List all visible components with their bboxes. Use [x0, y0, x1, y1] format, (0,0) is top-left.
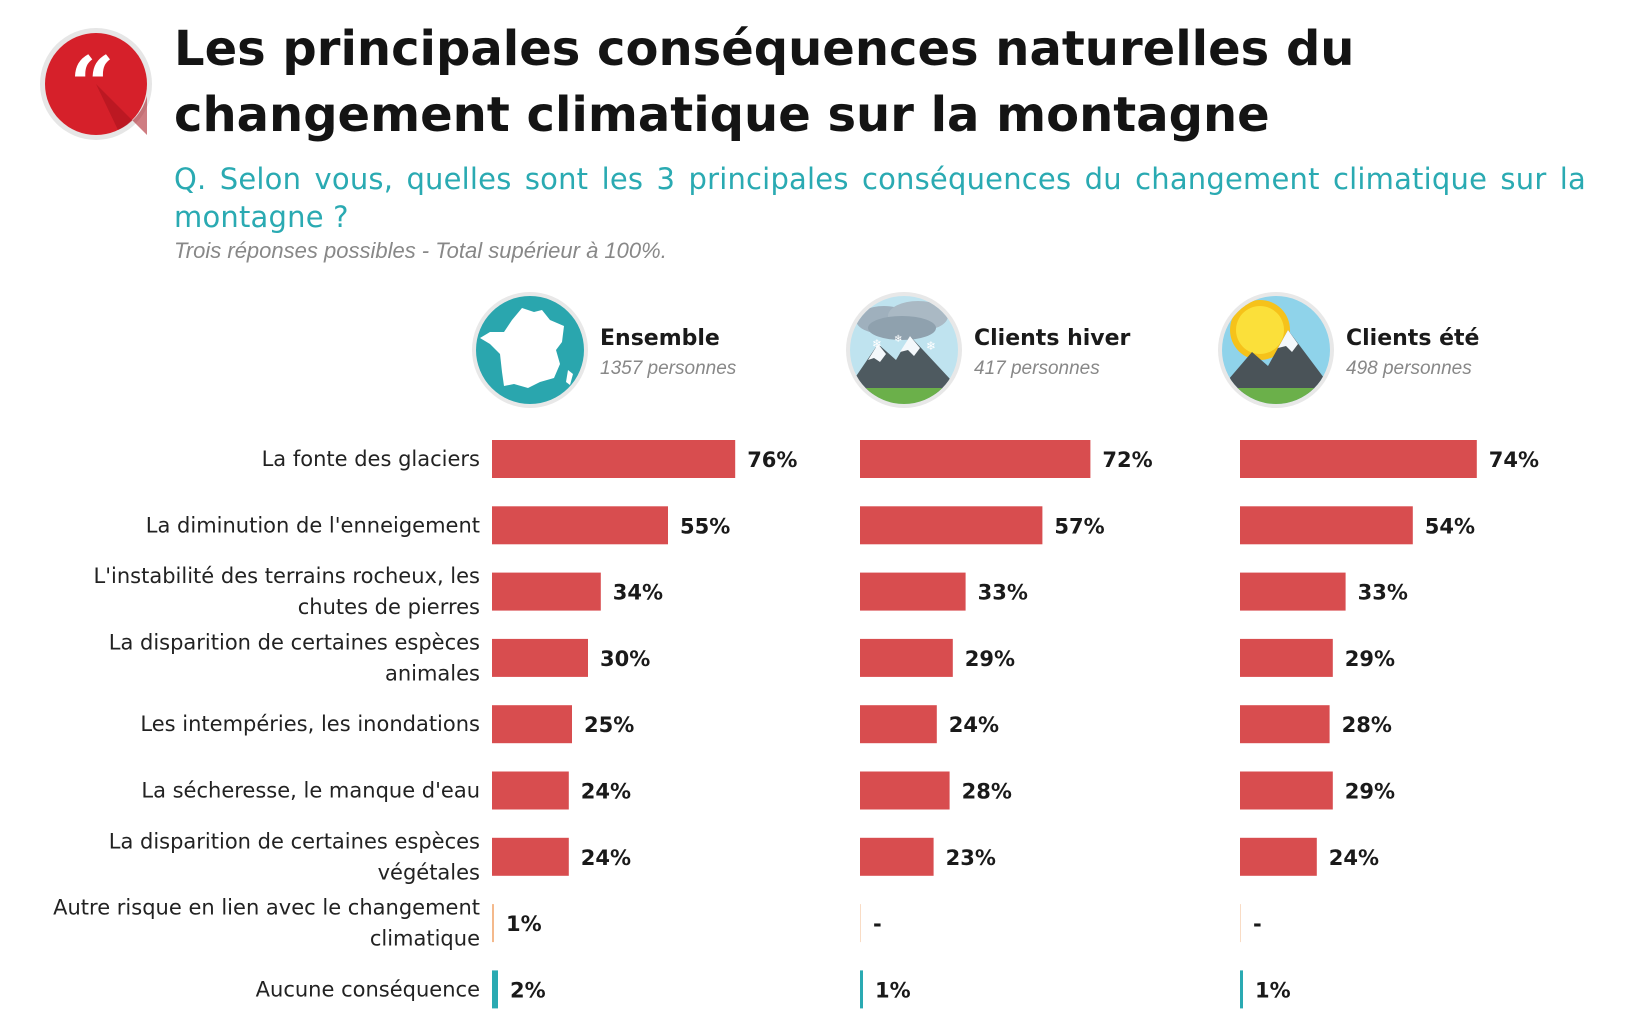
category-label: L'instabilité des terrains rocheux, les c…: [94, 564, 480, 619]
bar: [860, 705, 937, 744]
value-label: -: [1253, 912, 1262, 936]
svg-text:❄: ❄: [926, 339, 936, 353]
bar: [860, 837, 934, 876]
bar: [492, 904, 494, 943]
value-label: 25%: [584, 713, 634, 737]
value-label: 1%: [1255, 978, 1291, 1002]
bar: [1240, 970, 1243, 1009]
category-label: Autre risque en lien avec le changement c…: [53, 896, 480, 951]
bar: [1240, 837, 1317, 876]
quote-badge-icon: “: [40, 28, 152, 140]
bar: [860, 771, 950, 810]
bar: [860, 440, 1091, 478]
bar: [860, 970, 863, 1009]
value-label: 29%: [965, 647, 1015, 671]
value-label: 24%: [581, 780, 631, 804]
bar: [492, 638, 588, 677]
question-text: Q. Selon vous, quelles sont les 3 princi…: [174, 162, 1586, 234]
bar: [860, 572, 966, 611]
sunny-mountain-icon: [1218, 292, 1334, 408]
bar: [1240, 904, 1241, 943]
value-label: 74%: [1489, 448, 1539, 472]
group-header-clients-ete: Clients été 498 personnes: [1216, 290, 1576, 414]
svg-text:❄: ❄: [872, 337, 882, 351]
svg-text:“: “: [70, 40, 115, 131]
bar: [860, 904, 861, 943]
value-label: 1%: [506, 912, 542, 936]
bar: [1240, 572, 1346, 611]
group-name: Ensemble: [600, 326, 720, 351]
value-label: 2%: [510, 978, 546, 1002]
value-label: 28%: [1342, 713, 1392, 737]
value-label: 72%: [1102, 448, 1152, 472]
category-label: La diminution de l'enneigement: [146, 513, 480, 537]
group-header-clients-hiver: ❄ ❄ ❄ Clients hiver 417 personnes: [844, 290, 1204, 414]
value-label: 54%: [1425, 514, 1475, 538]
group-count: 1357 personnes: [600, 358, 737, 379]
bar: [1240, 440, 1477, 478]
category-label: Aucune conséquence: [256, 977, 480, 1001]
value-label: 24%: [1329, 846, 1379, 870]
bar: [1240, 506, 1413, 545]
bar: [492, 572, 601, 611]
category-label: La sécheresse, le manque d'eau: [141, 779, 480, 803]
group-name: Clients hiver: [974, 326, 1131, 351]
category-label: La disparition de certaines espèces végét…: [109, 829, 480, 884]
group-count: 498 personnes: [1346, 358, 1472, 379]
value-label: 76%: [747, 448, 797, 472]
category-label: Les intempéries, les inondations: [140, 712, 480, 736]
bar: [492, 705, 572, 744]
bar: [492, 506, 668, 545]
value-label: 1%: [875, 978, 911, 1002]
category-label: La fonte des glaciers: [262, 447, 480, 471]
value-label: 24%: [581, 846, 631, 870]
value-label: -: [873, 912, 882, 936]
bar: [492, 771, 569, 810]
value-label: 23%: [946, 846, 996, 870]
bar: [492, 837, 569, 876]
value-label: 28%: [962, 780, 1012, 804]
bar: [1240, 705, 1330, 744]
france-map-icon: [472, 292, 588, 408]
category-label: La disparition de certaines espèces anima…: [109, 630, 480, 685]
group-name: Clients été: [1346, 326, 1480, 351]
value-label: 29%: [1345, 780, 1395, 804]
bar: [1240, 638, 1333, 677]
bar: [1240, 771, 1333, 810]
value-label: 33%: [1358, 581, 1408, 605]
value-label: 24%: [949, 713, 999, 737]
answer-note: Trois réponses possibles - Total supérie…: [174, 238, 667, 263]
value-label: 55%: [680, 514, 730, 538]
bar: [492, 440, 736, 478]
value-label: 57%: [1054, 514, 1104, 538]
snowy-mountain-icon: ❄ ❄ ❄: [846, 292, 962, 408]
value-label: 29%: [1345, 647, 1395, 671]
group-count: 417 personnes: [974, 358, 1100, 379]
bar: [492, 970, 498, 1009]
value-label: 30%: [600, 647, 650, 671]
svg-text:❄: ❄: [894, 334, 902, 345]
bar: [860, 638, 953, 677]
page-title: Les principales conséquences naturelles …: [174, 21, 1355, 143]
value-label: 34%: [613, 581, 663, 605]
value-label: 33%: [978, 581, 1028, 605]
group-header-ensemble: Ensemble 1357 personnes: [470, 290, 830, 414]
bar: [860, 506, 1043, 545]
